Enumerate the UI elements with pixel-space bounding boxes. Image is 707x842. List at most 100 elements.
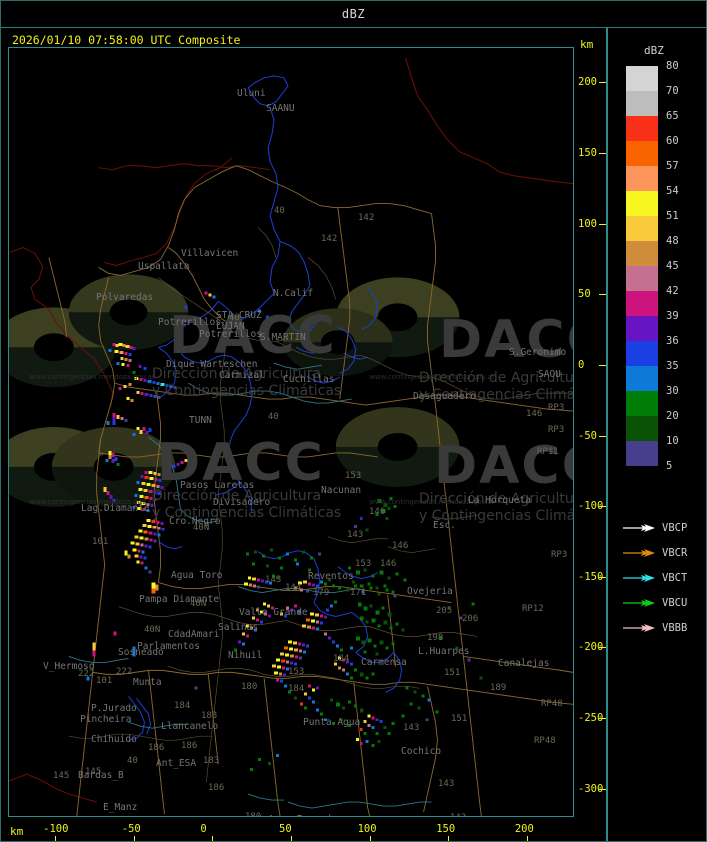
y-tick-mark <box>599 788 606 790</box>
y-tick-label: -250 <box>578 712 604 725</box>
colorbar-swatch <box>626 166 658 191</box>
y-tick-label: 200 <box>578 76 597 89</box>
colorbar-tick-label: 48 <box>666 235 679 247</box>
vector-arrow-icon <box>623 573 655 582</box>
x-tick-label: -50 <box>121 823 141 835</box>
colorbar-swatch <box>626 216 658 241</box>
y-tick-label: -50 <box>578 429 597 442</box>
x-tick-mark <box>291 836 292 841</box>
y-tick-mark <box>599 718 606 720</box>
vector-arrow-icon <box>623 548 655 557</box>
vector-legend-row: VBCT <box>622 565 706 590</box>
y-tick-mark <box>599 152 606 154</box>
colorbar-tick-label: 45 <box>666 260 679 272</box>
colorbar-tick-label: 10 <box>666 435 679 447</box>
x-tick-mark <box>55 836 57 841</box>
y-tick-label: -150 <box>578 570 604 583</box>
y-tick-label: 150 <box>578 146 597 159</box>
radar-map-frame[interactable]: DACC DACC DACC DACC Dirección de Agricul… <box>8 47 574 817</box>
colorbar-tick-label: 39 <box>666 310 679 322</box>
vector-legend-label: VBCU <box>662 596 688 609</box>
vector-legend: VBCP VBCR VBCT VBCU VBBB <box>622 515 706 640</box>
colorbar-tick-label: 60 <box>666 135 679 147</box>
colorbar-swatch <box>626 266 658 291</box>
colorbar-swatch <box>626 91 658 116</box>
x-tick-label: 200 <box>514 823 534 835</box>
y-tick-mark <box>599 576 606 578</box>
colorbar-swatch <box>626 291 658 316</box>
vector-legend-label: VBCP <box>662 521 688 534</box>
vector-legend-row: VBBB <box>622 615 706 640</box>
colorbar-swatch <box>626 241 658 266</box>
y-tick-mark <box>599 506 606 508</box>
y-tick-mark <box>599 435 606 437</box>
x-tick-mark <box>369 836 371 841</box>
colorbar-tick-label: 70 <box>666 85 679 97</box>
dbz-colorbar[interactable] <box>626 66 658 466</box>
colorbar-swatch <box>626 416 658 441</box>
colorbar-swatch <box>626 141 658 166</box>
province-boundary <box>9 57 573 803</box>
x-tick-label: 150 <box>436 823 456 835</box>
colorbar-swatch <box>626 341 658 366</box>
y-tick-mark <box>599 82 606 84</box>
colorbar-swatch <box>626 66 658 91</box>
vector-legend-row: VBCR <box>622 540 706 565</box>
window-title-bar: dBZ <box>1 1 706 28</box>
y-tick-mark <box>599 223 606 225</box>
x-tick-mark <box>133 836 135 841</box>
river-network <box>128 75 403 741</box>
colorbar-tick-label: 57 <box>666 160 679 172</box>
colorbar-swatch <box>626 391 658 416</box>
legend-title: dBZ <box>644 44 664 57</box>
y-tick-label: 100 <box>578 217 597 230</box>
y-tick-mark <box>599 647 606 649</box>
dacc-logo-watermark <box>9 274 460 507</box>
vector-arrow-icon <box>623 598 655 607</box>
y-axis-unit-label: km <box>580 38 594 51</box>
x-tick-mark <box>526 836 528 841</box>
colorbar-tick-label: 54 <box>666 185 679 197</box>
colorbar-swatch <box>626 116 658 141</box>
department-boundary <box>48 165 573 816</box>
colorbar-swatch <box>626 316 658 341</box>
vector-legend-label: VBCR <box>662 546 688 559</box>
timestamp-row: 2026/01/10 07:58:00 UTC Composite <box>4 30 604 50</box>
vector-legend-row: VBCP <box>622 515 706 540</box>
y-tick-mark <box>599 364 606 366</box>
y-tick-label: -100 <box>578 500 604 513</box>
x-axis-unit-label: km <box>10 825 24 838</box>
radar-map-canvas <box>9 48 573 816</box>
vector-legend-label: VBBB <box>662 621 688 634</box>
window-title: dBZ <box>341 7 366 21</box>
y-tick-label: 50 <box>578 288 591 301</box>
canal-network <box>68 362 432 809</box>
colorbar-swatch <box>626 191 658 216</box>
x-tick-label: 50 <box>279 823 292 835</box>
vector-arrow-icon <box>623 523 655 532</box>
x-tick-label: 100 <box>357 823 377 835</box>
vector-legend-label: VBCT <box>662 571 688 584</box>
y-tick-mark <box>599 294 606 296</box>
colorbar-tick-label: 30 <box>666 385 679 397</box>
x-tick-label: -100 <box>43 823 69 835</box>
scan-timestamp: 2026/01/10 07:58:00 UTC Composite <box>12 33 241 47</box>
colorbar-swatch <box>626 441 658 466</box>
colorbar-tick-label: 20 <box>666 410 679 422</box>
colorbar-tick-label: 36 <box>666 335 679 347</box>
y-tick-label: -200 <box>578 641 604 654</box>
radar-echo-cells <box>86 291 483 772</box>
colorbar-tick-label: 35 <box>666 360 679 372</box>
colorbar-swatch <box>626 366 658 391</box>
x-tick-mark <box>448 836 450 841</box>
colorbar-tick-label: 51 <box>666 210 679 222</box>
colorbar-tick-label: 5 <box>666 460 673 472</box>
vector-legend-row: VBCU <box>622 590 706 615</box>
colorbar-tick-label: 80 <box>666 60 679 72</box>
plot-panel: 2026/01/10 07:58:00 UTC Composite km <box>2 28 608 841</box>
vector-arrow-icon <box>623 623 655 632</box>
y-tick-label: 0 <box>578 358 585 371</box>
colorbar-tick-label: 42 <box>666 285 679 297</box>
x-tick-label: 0 <box>200 823 207 835</box>
